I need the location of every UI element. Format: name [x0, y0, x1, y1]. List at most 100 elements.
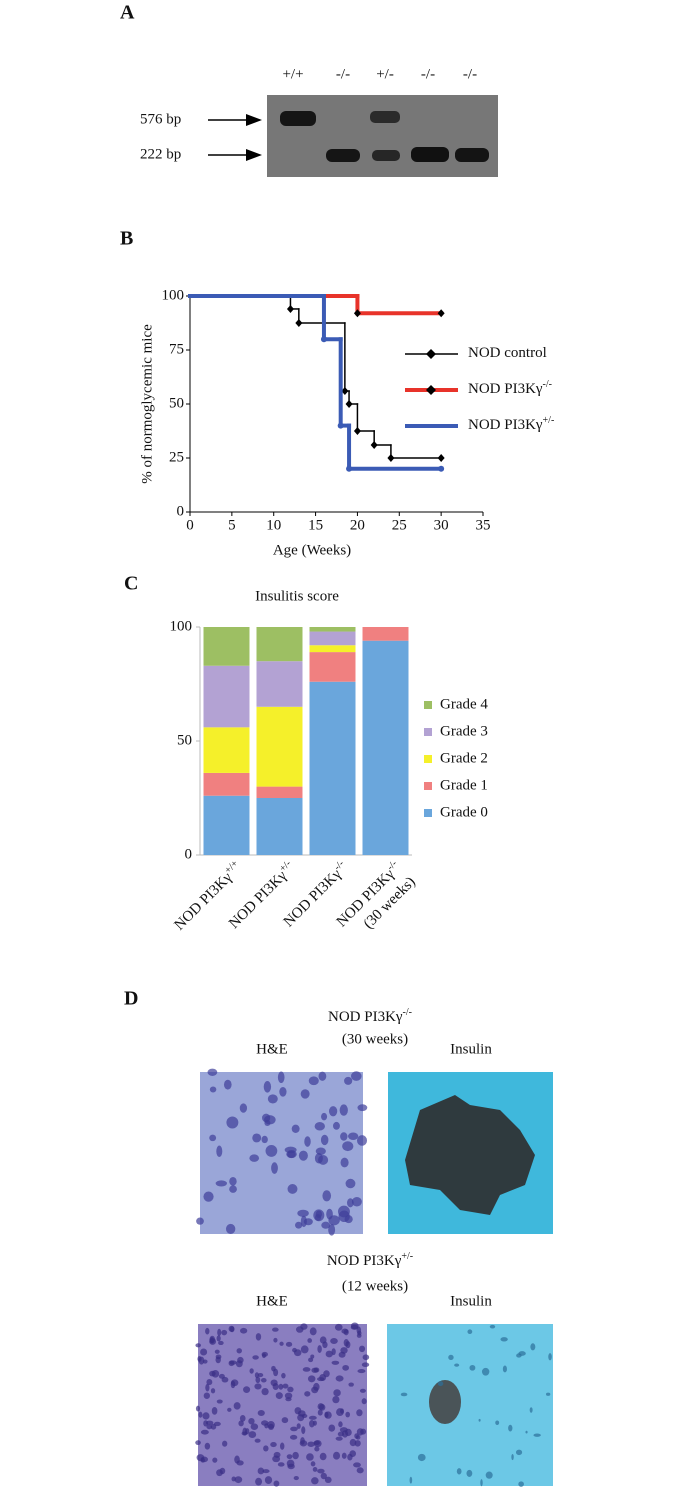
legend-label: NOD PI3Kγ+/-	[468, 415, 554, 434]
y-tick-label: 50	[169, 395, 184, 411]
point	[437, 454, 445, 462]
nucleus	[356, 1409, 363, 1417]
histology-title: NOD PI3Kγ+/-	[327, 1251, 413, 1270]
nucleus	[254, 1438, 261, 1443]
point	[387, 454, 395, 462]
nucleus	[221, 1376, 229, 1383]
nucleus	[356, 1326, 362, 1334]
nucleus	[263, 1445, 269, 1452]
nucleus	[198, 1356, 205, 1365]
nucleus	[467, 1329, 473, 1335]
nucleus	[227, 1407, 232, 1412]
nucleus	[360, 1428, 367, 1435]
nucleus	[525, 1430, 528, 1434]
chart-title: Insulitis score	[255, 588, 339, 604]
nucleus	[252, 1355, 259, 1360]
nucleus	[229, 1176, 237, 1186]
he-image	[200, 1072, 363, 1234]
nucleus	[211, 1407, 218, 1415]
nucleus	[530, 1343, 536, 1351]
bar-segment	[203, 772, 250, 796]
nucleus	[261, 1135, 268, 1144]
histology-title-sup: -/-	[403, 1007, 412, 1018]
nucleus	[308, 1076, 319, 1086]
gel-band	[372, 150, 400, 161]
bar-segment	[362, 640, 409, 855]
nucleus	[271, 1365, 276, 1372]
nucleus	[209, 1370, 216, 1377]
nucleus	[231, 1476, 236, 1482]
nucleus	[318, 1071, 327, 1081]
stain-label: H&E	[256, 1293, 288, 1309]
y-tick-label: 0	[185, 846, 193, 862]
histology-title-sup: +/-	[401, 1251, 413, 1262]
nucleus	[229, 1185, 237, 1193]
legend-label-main: NOD PI3Kγ	[468, 417, 543, 433]
nucleus	[295, 1326, 304, 1333]
nucleus	[361, 1398, 367, 1405]
bar-segment	[309, 645, 356, 653]
nucleus	[273, 1337, 278, 1343]
nucleus	[263, 1081, 272, 1093]
nucleus	[518, 1481, 524, 1487]
nucleus	[286, 1454, 293, 1460]
nucleus	[478, 1418, 481, 1422]
nucleus	[277, 1462, 285, 1467]
nucleus	[292, 1451, 299, 1460]
band-size: 222 bp	[140, 146, 181, 162]
y-tick-label: 75	[169, 341, 184, 357]
nucleus	[252, 1133, 262, 1143]
nucleus	[234, 1455, 240, 1464]
nucleus	[270, 1442, 277, 1448]
point	[370, 441, 378, 450]
nucleus	[328, 1424, 336, 1432]
y-tick-label: 50	[177, 732, 192, 748]
nucleus	[271, 1162, 278, 1174]
bar-segment	[203, 627, 250, 666]
nucleus	[206, 1379, 213, 1386]
nucleus	[273, 1480, 280, 1487]
bar-segment	[203, 795, 250, 855]
nucleus	[317, 1403, 325, 1410]
nucleus	[309, 1327, 317, 1336]
legend-swatch	[424, 728, 432, 736]
bar-segment	[256, 706, 303, 787]
nucleus	[456, 1468, 462, 1475]
nucleus	[306, 1453, 314, 1461]
nucleus	[320, 1472, 327, 1480]
nucleus	[209, 1086, 217, 1093]
nucleus	[260, 1378, 267, 1383]
nucleus	[195, 1343, 202, 1348]
legend-label: Grade 1	[440, 777, 488, 793]
nucleus	[285, 1341, 293, 1347]
nucleus	[200, 1348, 208, 1356]
nucleus	[346, 1198, 354, 1208]
legend-swatch	[424, 701, 432, 709]
nucleus	[257, 1467, 265, 1475]
nucleus	[221, 1329, 228, 1336]
nucleus	[202, 1412, 210, 1420]
nucleus	[254, 1372, 259, 1379]
legend-label: Grade 4	[440, 696, 488, 712]
bar-segment	[256, 798, 303, 855]
nucleus	[294, 1407, 302, 1415]
nucleus	[261, 1387, 269, 1396]
nucleus	[239, 1414, 246, 1422]
nucleus	[212, 1457, 218, 1463]
nucleus	[275, 1392, 283, 1400]
nucleus	[313, 1382, 320, 1391]
nucleus	[200, 1429, 209, 1435]
nucleus	[518, 1351, 526, 1356]
gel-band	[280, 111, 316, 126]
x-axis-label: Age (Weeks)	[273, 542, 351, 558]
nucleus	[318, 1155, 329, 1165]
legend-marker	[426, 349, 436, 359]
nucleus	[312, 1467, 318, 1472]
x-tick-label: 20	[350, 517, 365, 533]
nucleus	[448, 1354, 454, 1361]
nucleus	[205, 1383, 210, 1392]
nucleus	[293, 1476, 299, 1481]
nucleus	[196, 1217, 204, 1225]
nucleus	[320, 1134, 329, 1146]
